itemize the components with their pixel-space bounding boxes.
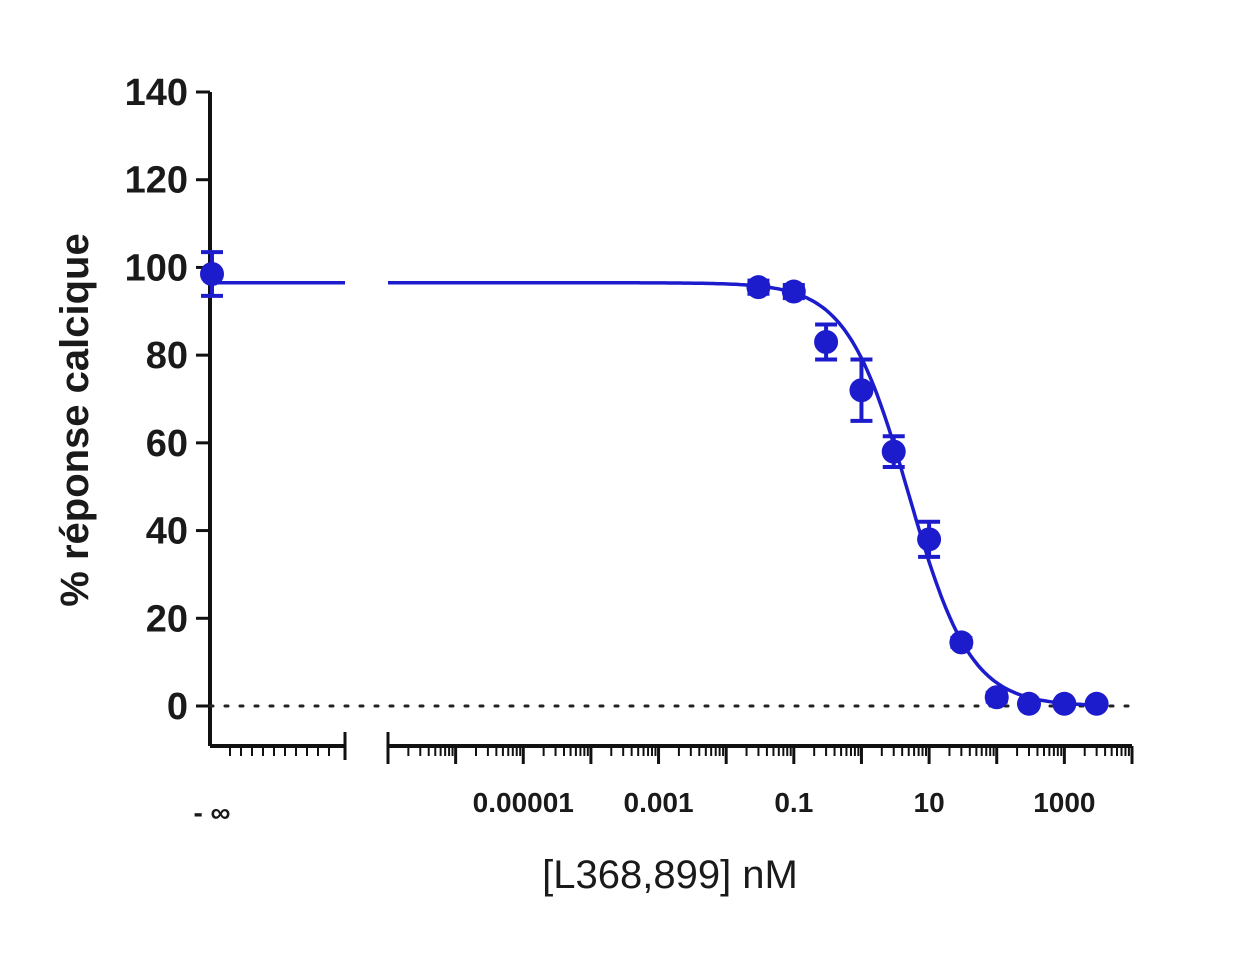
y-tick-label: 0 bbox=[167, 686, 188, 728]
x-tick-label: 0.1 bbox=[774, 787, 813, 818]
data-point bbox=[881, 439, 906, 464]
y-tick-label: 20 bbox=[146, 598, 188, 640]
y-tick-label: 100 bbox=[125, 247, 188, 289]
data-point bbox=[949, 630, 974, 655]
data-point bbox=[814, 329, 839, 354]
y-axis-label: % réponse calcique bbox=[53, 233, 97, 606]
y-tick-label: 120 bbox=[125, 160, 188, 202]
x-tick-label: 0.001 bbox=[624, 787, 694, 818]
data-point bbox=[849, 378, 874, 403]
data-point bbox=[781, 279, 806, 304]
y-tick-label: 40 bbox=[146, 511, 188, 553]
control-data-point bbox=[200, 262, 224, 287]
chart-labels: 0 20 40 60 80 100 120 140 0.00001 0.001 0.1 10 1000 -… bbox=[53, 72, 1096, 897]
data-point bbox=[917, 527, 942, 552]
x-tick-label: 1000 bbox=[1033, 787, 1095, 818]
fit-curve bbox=[388, 281, 1105, 708]
data-point bbox=[746, 275, 771, 300]
y-tick-label: 140 bbox=[125, 72, 188, 114]
data-point bbox=[984, 685, 1009, 710]
chart-marks bbox=[200, 250, 1134, 716]
x-axis-label: [L368,899] nM bbox=[542, 853, 798, 897]
data-point bbox=[1084, 691, 1109, 716]
x-control-tick-label: - ∞ bbox=[193, 797, 230, 828]
x-tick-label: 10 bbox=[914, 787, 945, 818]
y-tick-label: 60 bbox=[146, 423, 188, 465]
axes bbox=[196, 90, 1134, 764]
x-tick-label: 0.00001 bbox=[473, 787, 574, 818]
data-point bbox=[1016, 691, 1041, 716]
y-tick-label: 80 bbox=[146, 335, 188, 377]
data-point bbox=[1052, 691, 1077, 716]
